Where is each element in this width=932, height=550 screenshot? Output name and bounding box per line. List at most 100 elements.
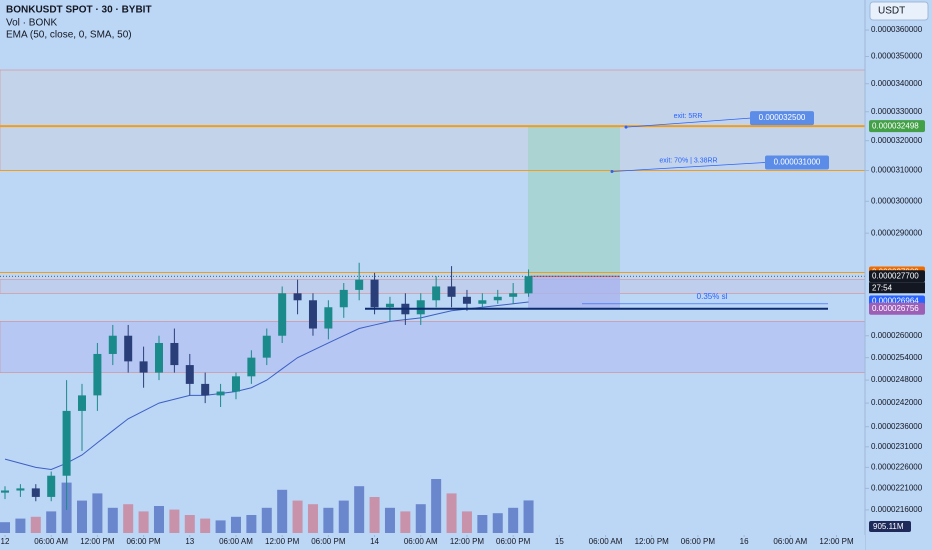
annotation-price: 0.000031000: [774, 158, 821, 167]
price-label: 0.000032498: [872, 121, 919, 130]
candle-body: [77, 395, 86, 411]
volume-bar: [92, 493, 103, 533]
volume-bar: [169, 509, 180, 533]
volume-bar: [0, 522, 11, 533]
candle-body: [124, 335, 133, 362]
candle-body: [493, 296, 502, 301]
volume-bar: [307, 504, 318, 533]
stop-note: 0.35% sl: [697, 292, 728, 301]
x-tick-label: 12:00 PM: [80, 537, 115, 546]
x-tick-label: 06:00 PM: [311, 537, 346, 546]
candle-body: [93, 353, 102, 396]
x-tick-label: 15: [555, 537, 564, 546]
annotation-dot: [624, 125, 628, 129]
candle-body: [16, 488, 25, 491]
annotation-box: [765, 155, 829, 170]
volume-bar: [384, 507, 395, 533]
candle-body: [339, 289, 348, 308]
volume-bar: [200, 518, 211, 533]
volume-bar: [369, 497, 380, 533]
volume-bar: [415, 504, 426, 533]
candle-body: [293, 293, 302, 301]
candle-body: [154, 342, 163, 373]
candle-body: [324, 307, 333, 329]
x-tick-label: 06:00 PM: [126, 537, 161, 546]
volume-bar: [15, 518, 26, 533]
volume-bar: [461, 511, 472, 533]
zone: [0, 69, 866, 171]
y-tick-label: 0.0000360000: [871, 25, 923, 34]
annotation-text: exit: 70% | 3.38RR: [659, 157, 717, 164]
zone: [0, 321, 866, 373]
x-tick-label: 13: [185, 537, 194, 546]
currency-box[interactable]: [869, 1, 929, 21]
candle-body: [62, 410, 71, 476]
x-tick-label: 12:00 PM: [450, 537, 485, 546]
volume-bar: [492, 513, 503, 533]
candle-body: [247, 357, 256, 377]
volume-bar: [354, 486, 365, 533]
candle-body: [47, 475, 56, 497]
y-tick-label: 0.0000350000: [871, 52, 923, 61]
volume-bar: [323, 507, 334, 533]
candle-body: [478, 300, 487, 304]
price-label-box: [869, 120, 925, 133]
volume-bar: [30, 516, 41, 533]
x-tick-label: 06:00 PM: [496, 537, 531, 546]
x-tick-label: 06:00 AM: [589, 537, 623, 546]
volume-bar: [46, 511, 57, 533]
candle-body: [462, 296, 471, 304]
countdown-box: [869, 282, 925, 294]
x-tick-label: 14: [370, 537, 379, 546]
ema-line: [4, 301, 529, 470]
candle-body: [1, 490, 10, 493]
volume-bar: [338, 500, 349, 533]
price-label: 0.000027700: [872, 271, 919, 280]
candle-body: [31, 488, 40, 497]
price-label-box: [869, 302, 925, 315]
subtitle: Vol · BONK: [6, 18, 57, 29]
volume-bar: [292, 500, 303, 533]
annotation-line: [625, 117, 751, 128]
y-tick-label: 0.0000310000: [871, 166, 923, 175]
candle-body: [278, 293, 287, 336]
x-tick-label: 12:00 PM: [635, 537, 670, 546]
y-tick-label: 0.0000330000: [871, 107, 923, 116]
volume-bar: [138, 511, 149, 533]
volume-bar: [277, 489, 288, 533]
indicator: EMA (50, close, 0, SMA, 50): [6, 30, 132, 41]
x-tick-label: 06:00 AM: [219, 537, 253, 546]
annotation-box: [750, 111, 814, 126]
annotation-line: [611, 162, 766, 172]
y-tick-label: 0.0000226000: [871, 462, 923, 471]
y-tick-label: 0.0000260000: [871, 331, 923, 340]
x-tick-label: 06:00 AM: [404, 537, 438, 546]
y-tick-label: 0.0000242000: [871, 398, 923, 407]
candle-body: [139, 361, 148, 373]
volume-bar: [523, 500, 534, 533]
y-tick-label: 0.0000340000: [871, 79, 923, 88]
y-tick-label: 0.0000231000: [871, 442, 923, 451]
annotation-text: exit: 5RR: [674, 113, 703, 120]
volume-bar: [123, 504, 134, 533]
volume-bar: [246, 515, 257, 533]
currency: USDT: [878, 6, 905, 17]
candle-body: [108, 335, 117, 354]
candle-body: [370, 279, 379, 308]
volume-bar: [261, 507, 272, 533]
volume-label-box: [869, 521, 911, 532]
volume-bar: [400, 511, 411, 533]
volume-bar: [508, 507, 519, 533]
candle-body: [170, 342, 179, 366]
x-tick-label: 12: [1, 537, 10, 546]
candle-body: [185, 365, 194, 384]
volume-bar: [107, 507, 118, 533]
annotation-dot: [610, 170, 614, 174]
y-tick-label: 0.0000254000: [871, 353, 923, 362]
y-tick-label: 0.0000236000: [871, 422, 923, 431]
countdown: 27:54: [872, 283, 893, 292]
annotation-price: 0.000032500: [759, 113, 806, 122]
price-label: 0.000026756: [872, 304, 919, 313]
y-tick-label: 0.0000300000: [871, 196, 923, 205]
volume-bar: [431, 479, 442, 533]
